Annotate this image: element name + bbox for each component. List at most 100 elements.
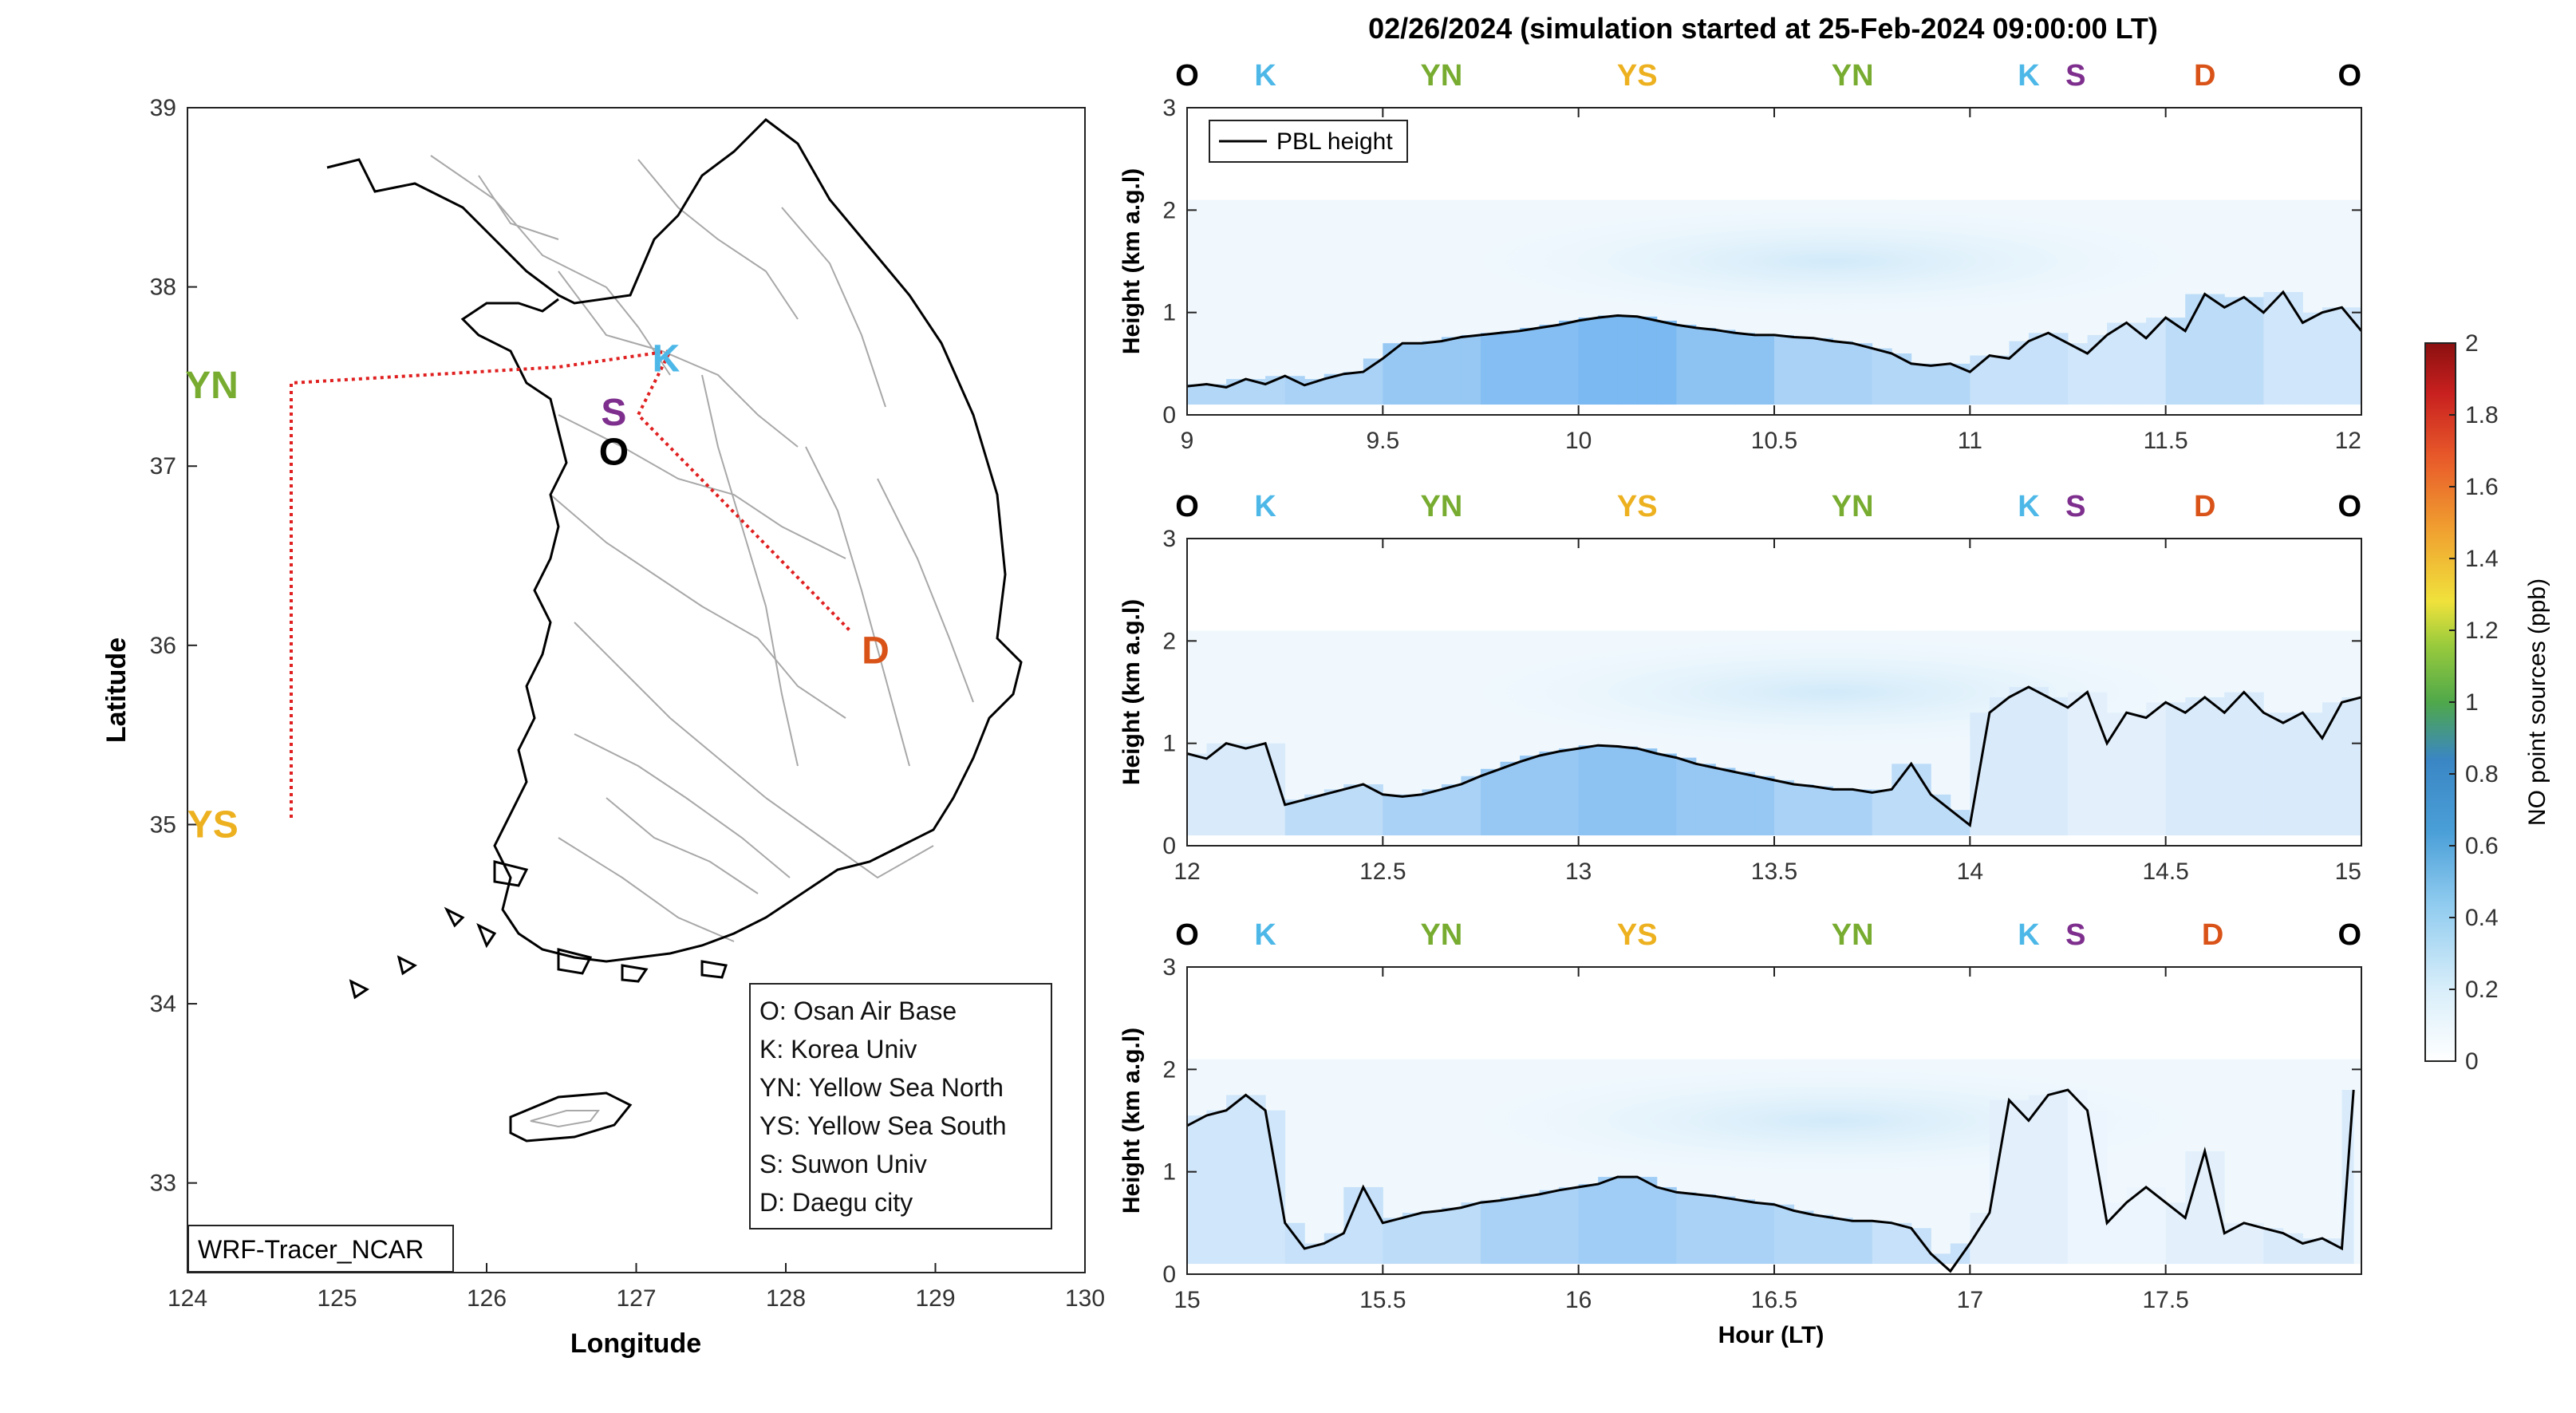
colorbar-tick-label: 1.8 [2465,402,2499,428]
no-shading-slice [1226,743,1247,836]
no-shading-slice [1656,320,1677,405]
no-shading-slice [1852,1221,1873,1265]
no-shading-slice [2224,297,2245,405]
no-shading-slice [1911,363,1931,405]
no-shading-slice [1774,334,1795,405]
site-legend: O: Osan Air Base K: Korea Univ YN: Yellow … [759,997,1007,1217]
no-shading-slice [1715,768,1736,836]
panel-ytick-label: 1 [1162,731,1176,757]
no-shading-slice [1324,789,1344,836]
no-haze-glow [1354,189,2312,334]
panel-ytick-label: 0 [1162,1261,1176,1288]
korea-coastline [326,118,1023,963]
panel-xtick-label: 13 [1565,858,1592,885]
location-marker-yn: YN [1832,918,1874,952]
no-shading-slice [1539,1190,1560,1265]
no-shading-slice [1676,1192,1697,1265]
no-shading-slice [2204,294,2225,405]
location-marker-o: O [1175,59,1199,93]
panel-ytick-label: 3 [1162,95,1176,121]
no-shading-slice [2224,1222,2245,1265]
panel-ytick-label: 2 [1162,1056,1176,1083]
map-site-yn: YN [185,365,239,407]
no-shading-slice [1892,1222,1912,1265]
pbl-height-line [1186,290,2363,389]
no-shading-slice [2243,1222,2264,1265]
location-marker-ys: YS [1617,59,1658,93]
map-xticks: 124 125 126 127 128 129 130 [168,1263,1105,1312]
no-shading-slice [1637,316,1658,405]
no-shading-slice [1832,1218,1853,1265]
panel-xtick-label: 15 [2335,858,2361,885]
no-shading-slice [1461,334,1481,405]
no-shading-slice [1793,784,1814,836]
colorbar-label: NO point sources (ppb) [2524,578,2550,826]
colorbar-ticks: 0 0.2 0.4 0.6 0.8 1 1.2 1.4 1.6 1.8 2 [2449,330,2499,1075]
hour-xlabel: Hour (LT) [1718,1322,1825,1348]
map-xtick-label: 124 [168,1285,207,1312]
no-shading-slice [2146,1186,2167,1265]
map-sites: KSO D YN YS [185,337,890,846]
no-shading-slice [1754,334,1775,405]
jeju-island [509,1091,633,1143]
no-shading-slice [1578,318,1599,405]
no-shading-slice [1813,1214,1834,1265]
no-shading-slice [1813,786,1834,836]
no-shading-slice [1383,794,1403,836]
map-xlabel: Longitude [570,1328,701,1359]
colorbar-tick-label: 0.6 [2465,833,2499,859]
location-marker-o: O [1175,490,1199,523]
no-shading-slice [1402,343,1422,405]
model-label: WRF-Tracer_NCAR [198,1235,424,1264]
no-shading-slice [1500,761,1521,836]
no-shading-slice [2165,702,2186,836]
location-marker-s: S [2065,490,2085,523]
map-ytick-label: 39 [150,95,176,121]
no-shading-slice [1383,1218,1403,1265]
panel-xtick-label: 17 [1957,1287,1983,1313]
no-shading-slice [1481,333,1501,405]
no-shading-slice [1734,772,1755,836]
no-shading-slice [1559,320,1580,405]
colorbar: 0 0.2 0.4 0.6 0.8 1 1.2 1.4 1.6 1.8 2 NO point sou… [2424,330,2550,1075]
no-shading-slice [1206,1110,1227,1265]
no-shading-slice [1793,337,1814,405]
no-shading-slice [1695,327,1716,405]
pbl-height-line [1186,685,2362,828]
location-marker-o: O [2337,918,2361,952]
no-shading-slice [1481,768,1501,836]
no-shading-slice [1813,337,1834,405]
no-shading-slice [2087,692,2108,836]
no-shading-slice [1187,1115,1208,1265]
no-shading-slice [1832,341,1853,405]
no-shading-slice [2243,692,2264,836]
no-shading-slice [1598,745,1619,836]
no-shading-slice [1676,757,1697,836]
location-marker-o: O [2337,59,2361,93]
no-shading-slice [1304,794,1325,836]
no-shading-slice [2068,1090,2089,1265]
no-shading-slice [1754,1202,1775,1265]
colorbar-tick-label: 1 [2465,689,2479,716]
map-site-d: D [862,630,890,673]
no-shading-slice [2263,1228,2284,1265]
no-shading-slice [1245,743,1266,836]
no-shading-slice [2263,712,2284,836]
no-shading-slice [2302,312,2323,405]
colorbar-tick-label: 1.4 [2465,546,2499,572]
map-ytick-label: 37 [150,453,176,480]
no-shading-slice [1598,315,1619,405]
no-shading-slice [2224,692,2245,836]
figure-title: 02/26/2024 (simulation started at 25-Feb… [1368,12,2158,45]
no-shading-slice [1539,751,1560,836]
panel-ylabel: Height (km a.g.l) [1118,599,1145,785]
colorbar-tick-label: 0 [2465,1048,2479,1075]
no-shading-slice [1187,384,1208,405]
no-shading-slice [2263,292,2284,405]
no-shading-slice [1559,748,1580,836]
no-shading-slice [1500,330,1521,405]
no-shading-slice [1265,743,1286,836]
no-shading-slice [1931,794,1951,836]
no-shading-slice [1989,697,2010,836]
